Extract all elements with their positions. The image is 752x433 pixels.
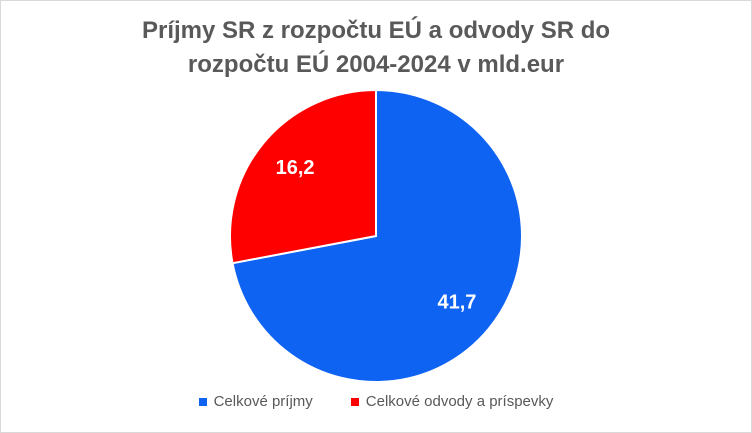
data-label-celkove-prijmy: 41,7 xyxy=(437,291,476,313)
legend-label-celkove-prijmy: Celkové príjmy xyxy=(213,393,313,410)
legend-swatch-celkove-odvody xyxy=(350,397,359,406)
legend-item-celkove-odvody: Celkové odvody a príspevky xyxy=(350,393,554,410)
legend-item-celkove-prijmy: Celkové príjmy xyxy=(198,393,313,410)
pie-slice-celkove-odvody xyxy=(229,88,377,265)
chart-title-line-1: Príjmy SR z rozpočtu EÚ a odvody SR do xyxy=(141,17,611,44)
chart-title-line-2: rozpočtu EÚ 2004-2024 v mld.eur xyxy=(187,51,565,78)
pie-slice-celkove-prijmy xyxy=(231,88,523,383)
data-label-celkove-odvody: 16,2 xyxy=(276,157,315,179)
chart-legend: Celkové príjmy Celkové odvody a príspevk… xyxy=(0,393,752,410)
legend-swatch-celkove-prijmy xyxy=(198,397,207,406)
legend-label-celkove-odvody: Celkové odvody a príspevky xyxy=(365,393,554,410)
chart-title: Príjmy SR z rozpočtu EÚ a odvody SR do r… xyxy=(0,14,752,82)
